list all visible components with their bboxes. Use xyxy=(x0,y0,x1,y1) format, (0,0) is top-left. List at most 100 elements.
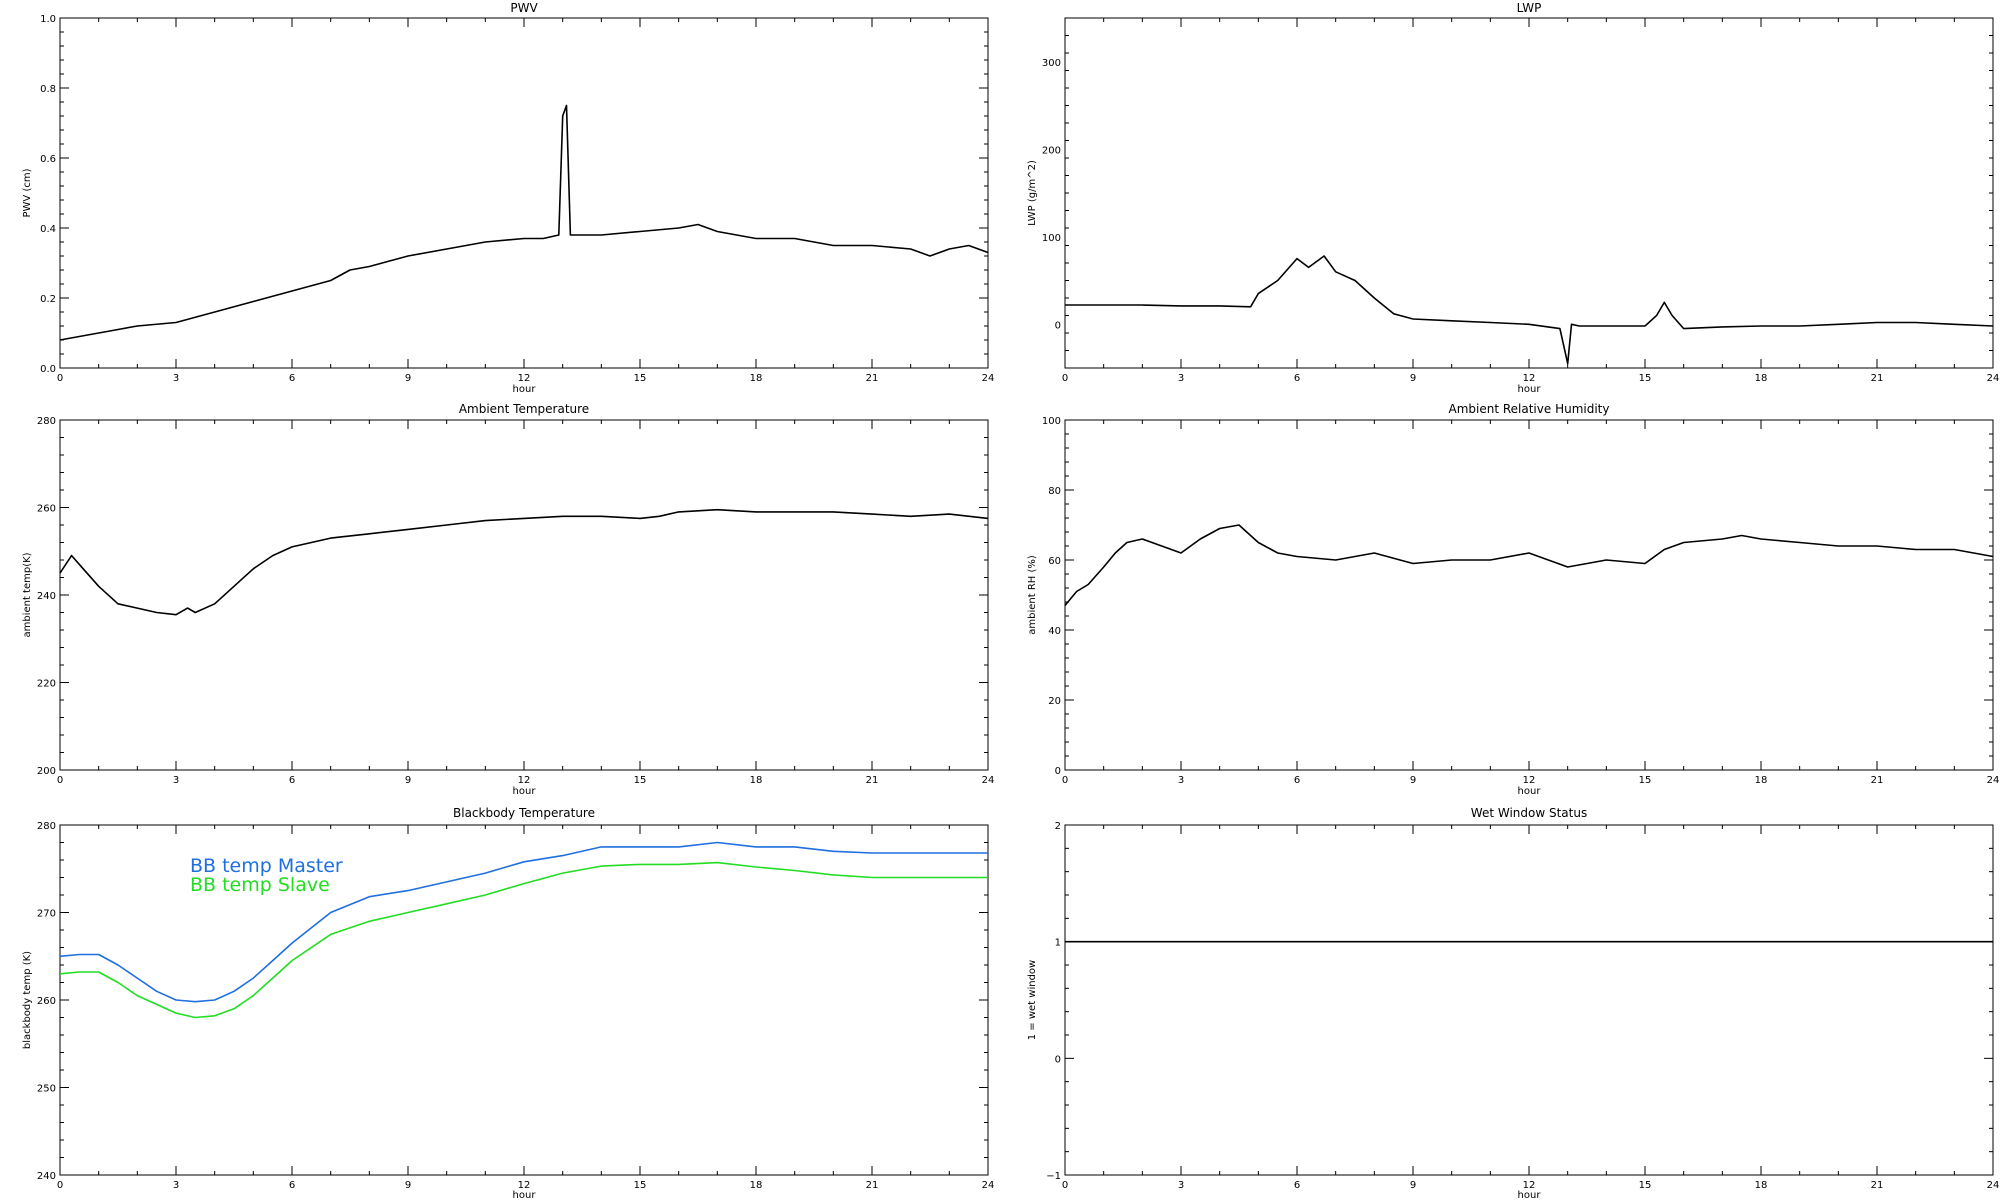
y-tick-label: 2 xyxy=(1055,821,1061,832)
y-axis-label: PWV (cm) xyxy=(22,168,33,217)
y-tick-label: 280 xyxy=(37,416,56,427)
y-tick-label: 1 xyxy=(1055,938,1061,949)
x-tick-label: 15 xyxy=(1639,373,1652,384)
x-tick-label: 12 xyxy=(1523,373,1536,384)
x-tick-label: 3 xyxy=(173,373,179,384)
series-line-0 xyxy=(59,508,989,616)
x-tick-label: 21 xyxy=(866,775,879,786)
x-axis-label: hour xyxy=(1518,786,1542,797)
x-tick-label: 6 xyxy=(289,1180,295,1191)
x-tick-label: 18 xyxy=(750,775,763,786)
y-axis-label: 1 = wet window xyxy=(1027,960,1038,1040)
y-tick-label: 100 xyxy=(1042,416,1061,427)
x-tick-label: 15 xyxy=(634,1180,647,1191)
panel-title: Ambient Temperature xyxy=(459,402,589,416)
x-tick-label: 15 xyxy=(634,373,647,384)
series-line-bb-temp-slave xyxy=(59,861,988,1019)
x-axis-label: hour xyxy=(1518,1190,1542,1200)
x-tick-label: 6 xyxy=(1294,775,1300,786)
panel-lwp: LWP hour LWP (g/m^2) 0 3 6 9 12 15 18 21 24 0 100 2… xyxy=(1027,1,1999,395)
x-tick-label: 6 xyxy=(289,775,295,786)
x-tick-label: 0 xyxy=(57,775,63,786)
plot-frame xyxy=(59,419,989,771)
x-tick-label: 18 xyxy=(1755,373,1768,384)
x-tick-label: 18 xyxy=(1755,1180,1768,1191)
panel-blackbody-temperature: Blackbody Temperature hour blackbody tem… xyxy=(22,806,994,1200)
x-tick-label: 3 xyxy=(1178,373,1184,384)
y-tick-label: 0.2 xyxy=(40,294,56,305)
plot-frame xyxy=(1064,17,1994,369)
y-tick-label: 0 xyxy=(1055,320,1061,331)
x-axis-label: hour xyxy=(1518,384,1542,395)
panel-title: Blackbody Temperature xyxy=(453,806,595,820)
y-axis-label: ambient temp(K) xyxy=(22,552,33,637)
x-tick-label: 18 xyxy=(750,373,763,384)
panel-pwv: PWV hour PWV (cm) 0 3 6 9 12 15 18 21 24 0.0 0.2 0.… xyxy=(22,1,994,395)
x-tick-label: 0 xyxy=(57,1180,63,1191)
x-tick-label: 21 xyxy=(1871,373,1884,384)
y-tick-label: 240 xyxy=(37,1171,56,1182)
legend-entry-master: BB temp Master xyxy=(190,855,343,877)
y-tick-label: 0 xyxy=(1055,766,1061,777)
x-tick-label: 24 xyxy=(982,1180,995,1191)
y-tick-label: −1 xyxy=(1046,1171,1061,1182)
x-tick-label: 3 xyxy=(173,1180,179,1191)
x-tick-label: 9 xyxy=(405,775,411,786)
x-tick-label: 12 xyxy=(1523,775,1536,786)
x-axis-label: hour xyxy=(513,1190,537,1200)
x-tick-label: 24 xyxy=(1987,775,2000,786)
y-tick-label: 60 xyxy=(1048,556,1061,567)
x-tick-label: 9 xyxy=(1410,1180,1416,1191)
panel-title: PWV xyxy=(510,1,538,15)
y-tick-label: 0.0 xyxy=(40,364,56,375)
y-tick-label: 220 xyxy=(37,679,56,690)
x-axis-label: hour xyxy=(513,786,537,797)
x-tick-label: 0 xyxy=(1062,775,1068,786)
x-tick-label: 6 xyxy=(289,373,295,384)
y-tick-label: 260 xyxy=(37,996,56,1007)
x-tick-label: 21 xyxy=(866,373,879,384)
x-tick-label: 15 xyxy=(1639,775,1652,786)
y-axis-label: blackbody temp (K) xyxy=(22,951,33,1049)
y-tick-label: 0.4 xyxy=(40,224,56,235)
y-tick-label: 240 xyxy=(37,591,56,602)
x-tick-label: 15 xyxy=(634,775,647,786)
panel-ambient-relative-humidity: Ambient Relative Humidity hour ambient R… xyxy=(1027,402,1999,797)
y-tick-label: 1.0 xyxy=(40,14,56,25)
x-tick-label: 24 xyxy=(982,373,995,384)
panel-title: Wet Window Status xyxy=(1471,806,1587,820)
y-tick-label: 200 xyxy=(1042,145,1061,156)
y-tick-label: 40 xyxy=(1048,626,1061,637)
x-tick-label: 9 xyxy=(1410,775,1416,786)
x-tick-label: 9 xyxy=(1410,373,1416,384)
panel-wet-window-status: Wet Window Status hour 1 = wet window 0 3… xyxy=(1027,806,1999,1200)
x-tick-label: 6 xyxy=(1294,1180,1300,1191)
panel-ambient-temperature: Ambient Temperature hour ambient temp(K)… xyxy=(22,402,994,797)
x-tick-label: 18 xyxy=(750,1180,763,1191)
x-tick-label: 21 xyxy=(866,1180,879,1191)
plot-frame xyxy=(1064,824,1994,1176)
y-tick-label: 0.6 xyxy=(40,154,56,165)
plot-frame xyxy=(1064,419,1994,771)
y-tick-label: 80 xyxy=(1048,486,1061,497)
y-tick-label: 270 xyxy=(37,909,56,920)
x-tick-label: 12 xyxy=(1523,1180,1536,1191)
y-tick-label: 20 xyxy=(1048,696,1061,707)
x-tick-label: 21 xyxy=(1871,775,1884,786)
y-tick-label: 0 xyxy=(1055,1054,1061,1065)
panel-title: Ambient Relative Humidity xyxy=(1449,402,1610,416)
series-line-0 xyxy=(59,104,989,341)
x-tick-label: 0 xyxy=(1062,1180,1068,1191)
y-tick-label: 250 xyxy=(37,1084,56,1095)
series-line-0 xyxy=(1064,524,1994,607)
x-tick-label: 12 xyxy=(518,1180,531,1191)
y-tick-label: 280 xyxy=(37,821,56,832)
x-tick-label: 9 xyxy=(405,373,411,384)
y-tick-label: 300 xyxy=(1042,58,1061,69)
panel-title: LWP xyxy=(1517,1,1542,15)
x-tick-label: 24 xyxy=(982,775,995,786)
y-axis-label: LWP (g/m^2) xyxy=(1027,160,1038,226)
series-line-0 xyxy=(1065,255,1994,365)
x-tick-label: 12 xyxy=(518,373,531,384)
